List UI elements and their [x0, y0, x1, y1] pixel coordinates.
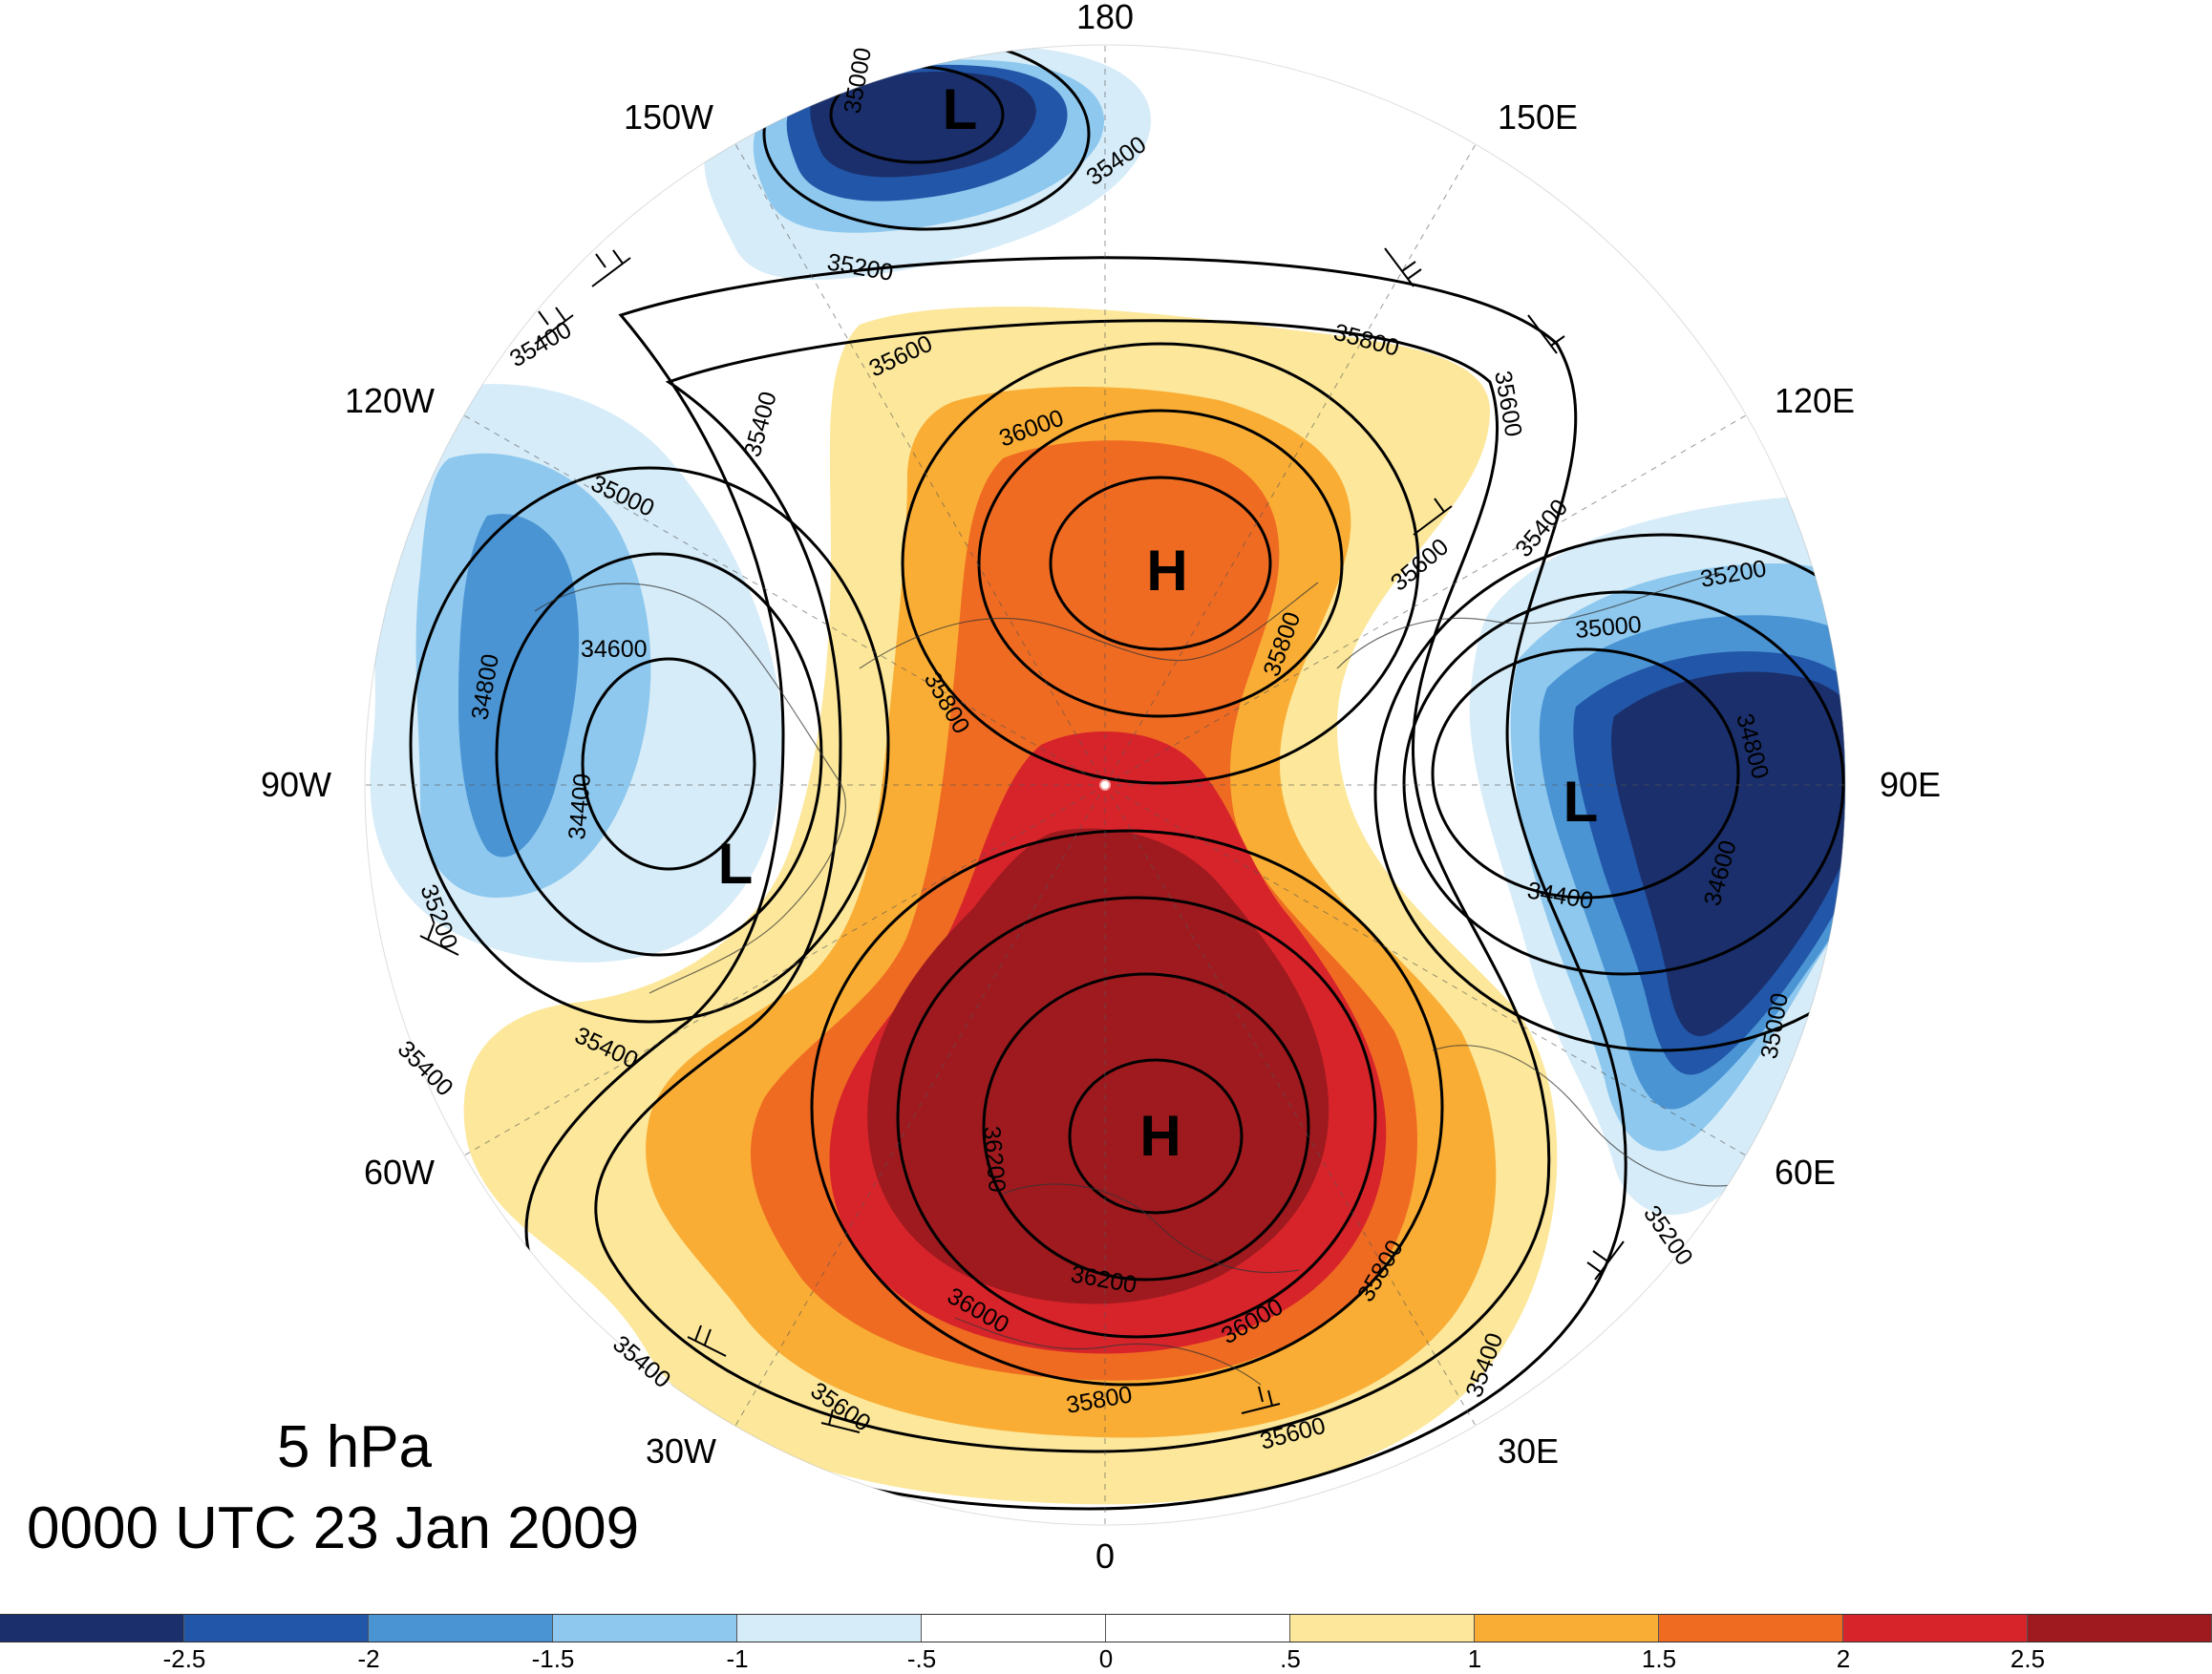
coastlines	[534, 572, 1739, 1386]
longitude-labels: 180 150E 120E 90E 60E 30E 0 30W 60W 90W …	[261, 0, 1941, 1576]
cold-anomaly-west-15	[458, 514, 580, 858]
lon-label-150e: 150E	[1498, 97, 1578, 137]
lon-label-60w: 60W	[364, 1153, 435, 1192]
colorbar-tick-label: 1	[1467, 1644, 1482, 1673]
datetime-label: 0000 UTC 23 Jan 2009	[27, 1495, 640, 1561]
warm-anomaly-25	[867, 828, 1329, 1304]
contour-label: 36200	[978, 1125, 1010, 1194]
meridians	[365, 45, 1845, 1525]
lon-label-90w: 90W	[261, 765, 331, 804]
colorbar-swatch	[1475, 1615, 1659, 1642]
colorbar-swatch	[0, 1615, 184, 1642]
colorbar-swatch	[369, 1615, 553, 1642]
lon-label-30e: 30E	[1498, 1431, 1559, 1471]
colorbar	[0, 1614, 2212, 1642]
lon-label-120w: 120W	[345, 381, 435, 420]
cold-anomaly-north-25	[810, 71, 1036, 178]
colorbar-swatch	[1843, 1615, 2028, 1642]
height-contours	[409, 45, 1845, 1511]
colorbar-swatch	[737, 1615, 922, 1642]
north-pole-marker	[1099, 779, 1111, 791]
colorbar-swatch	[553, 1615, 737, 1642]
colorbar-tick-label: -1.5	[531, 1644, 575, 1673]
contour-label: 35000	[1574, 611, 1643, 644]
high-center-upper: H	[1146, 539, 1187, 603]
contour-label: 34600	[581, 636, 648, 663]
colorbar-tick-label: -.5	[906, 1644, 937, 1673]
warm-anomaly-15-upper	[1035, 488, 1255, 665]
wind-barbs	[419, 247, 1625, 1433]
lon-label-150w: 150W	[624, 97, 713, 137]
low-center-pacific: L	[943, 77, 978, 141]
colorbar-swatch	[1290, 1615, 1475, 1642]
colorbar-swatch	[2028, 1615, 2212, 1642]
colorbar-tick-label: 2	[1836, 1644, 1851, 1673]
colorbar-tick-label: 0	[1098, 1644, 1114, 1673]
colorbar-ticks: -2.5 -2 -1.5 -1 -.5 0 .5 1 1.5 2 2.5	[0, 1644, 2212, 1674]
pressure-centers: L L L H H	[718, 77, 1599, 1168]
colorbar-tick-label: -2	[357, 1644, 380, 1673]
lon-label-90e: 90E	[1880, 765, 1941, 804]
colorbar-tick-label: -2.5	[162, 1644, 206, 1673]
pressure-level-label: 5 hPa	[277, 1414, 433, 1480]
high-center-lower: H	[1139, 1104, 1180, 1168]
colorbar-tick-label: 2.5	[2010, 1644, 2046, 1673]
lon-label-180: 180	[1076, 0, 1134, 36]
lon-label-0: 0	[1095, 1536, 1115, 1576]
contour-label: 34400	[564, 773, 596, 841]
lon-label-60e: 60E	[1775, 1153, 1836, 1192]
colorbar-swatch	[1659, 1615, 1843, 1642]
colorbar-tick-label: -1	[726, 1644, 749, 1673]
colorbar-swatch	[184, 1615, 369, 1642]
low-center-north-america: L	[718, 832, 754, 896]
colorbar-swatch	[922, 1615, 1106, 1642]
colorbar-tick-label: 1.5	[1641, 1644, 1677, 1673]
colorbar-swatch	[1106, 1615, 1290, 1642]
map-boundary	[364, 44, 1846, 1526]
cold-anomaly-east-25	[1611, 671, 1845, 1036]
lon-label-120e: 120E	[1775, 381, 1855, 420]
low-center-siberia: L	[1563, 770, 1599, 834]
lon-label-30w: 30W	[646, 1431, 716, 1471]
colorbar-tick-label: .5	[1280, 1644, 1301, 1673]
